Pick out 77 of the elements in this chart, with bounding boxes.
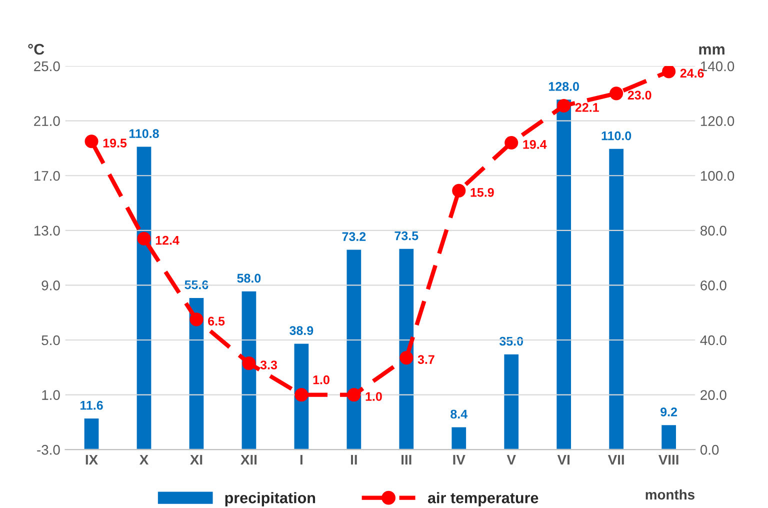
x-tick-label: VIII bbox=[658, 454, 678, 465]
point bbox=[294, 388, 308, 402]
data-label: 9.2 bbox=[660, 408, 677, 416]
x-tick-label: V bbox=[506, 454, 516, 465]
data-label: 19.5 bbox=[103, 138, 127, 148]
data-label: 38.9 bbox=[290, 326, 314, 335]
bar bbox=[450, 426, 468, 450]
bar bbox=[188, 296, 206, 450]
bar bbox=[398, 248, 415, 450]
bar bbox=[502, 353, 520, 450]
legend-label: air temperature bbox=[428, 492, 538, 506]
y-tick-label: 1.0 bbox=[42, 390, 60, 400]
data-label: 58.0 bbox=[237, 274, 261, 283]
point bbox=[662, 66, 676, 78]
y-tick-label: 21.0 bbox=[34, 116, 60, 126]
y-tick-label: 5.0 bbox=[42, 335, 60, 346]
data-label: 11.6 bbox=[80, 400, 103, 410]
y-tick-label: 9.0 bbox=[42, 280, 60, 290]
data-label: 1.0 bbox=[366, 392, 382, 401]
bar bbox=[608, 148, 625, 450]
x-tick-label: X bbox=[139, 454, 149, 465]
y-axis-title: °C bbox=[28, 44, 44, 55]
data-label: 73.5 bbox=[394, 231, 418, 240]
y2-tick-label: 40.0 bbox=[700, 335, 726, 346]
data-label: 12.4 bbox=[156, 236, 180, 245]
y2-axis-title: mm bbox=[699, 46, 724, 55]
y2-tick-label: 120.0 bbox=[700, 116, 734, 126]
legend-label: precipitation bbox=[225, 492, 316, 506]
data-label: 110.0 bbox=[602, 131, 632, 140]
y-tick-label: 13.0 bbox=[34, 226, 60, 236]
bar bbox=[660, 424, 678, 450]
point bbox=[452, 184, 466, 198]
point bbox=[84, 134, 98, 148]
point bbox=[400, 351, 414, 365]
y-tick-label: -3.0 bbox=[37, 444, 60, 455]
point bbox=[557, 98, 571, 113]
y2-tick-label: 60.0 bbox=[700, 280, 726, 290]
x-tick-label: II bbox=[350, 454, 357, 465]
bar bbox=[82, 417, 100, 450]
data-label: 22.1 bbox=[575, 103, 599, 112]
x-tick-label: III bbox=[402, 454, 412, 465]
x-tick-label: VI bbox=[557, 454, 570, 465]
x-tick-label: XII bbox=[240, 454, 257, 465]
x-axis-title: months bbox=[646, 489, 694, 500]
point bbox=[190, 312, 204, 326]
data-label: 3.3 bbox=[260, 360, 277, 370]
y2-tick-label: 80.0 bbox=[700, 226, 726, 236]
y2-tick-label: 0.0 bbox=[700, 444, 719, 455]
x-tick-label: IX bbox=[86, 454, 98, 465]
y2-tick-label: 100.0 bbox=[700, 170, 734, 181]
data-label: 110.8 bbox=[129, 129, 159, 138]
bar bbox=[240, 290, 258, 450]
data-label: 128.0 bbox=[548, 82, 579, 91]
y2-tick-label: 20.0 bbox=[700, 390, 726, 400]
y-tick-label: 17.0 bbox=[34, 170, 60, 181]
data-label: 73.2 bbox=[342, 232, 366, 242]
x-tick-label: VII bbox=[608, 454, 624, 465]
y-tick-label: 25.0 bbox=[34, 61, 60, 72]
data-label: 8.4 bbox=[450, 410, 468, 419]
bar bbox=[292, 342, 310, 450]
point bbox=[610, 86, 624, 100]
x-tick-label: I bbox=[300, 454, 302, 465]
data-label: 19.4 bbox=[523, 140, 547, 149]
bar bbox=[345, 248, 362, 450]
data-label: 1.0 bbox=[313, 375, 330, 384]
bar bbox=[135, 145, 153, 450]
point bbox=[137, 232, 151, 246]
point bbox=[242, 356, 256, 370]
data-label: 23.0 bbox=[628, 90, 652, 100]
data-label: 3.7 bbox=[418, 355, 434, 364]
data-label: 6.5 bbox=[208, 316, 225, 326]
data-label: 15.9 bbox=[470, 188, 494, 197]
point bbox=[504, 136, 518, 150]
bar bbox=[555, 98, 572, 450]
x-tick-label: XI bbox=[190, 454, 202, 465]
x-tick-label: IV bbox=[453, 454, 466, 465]
point bbox=[347, 388, 361, 402]
